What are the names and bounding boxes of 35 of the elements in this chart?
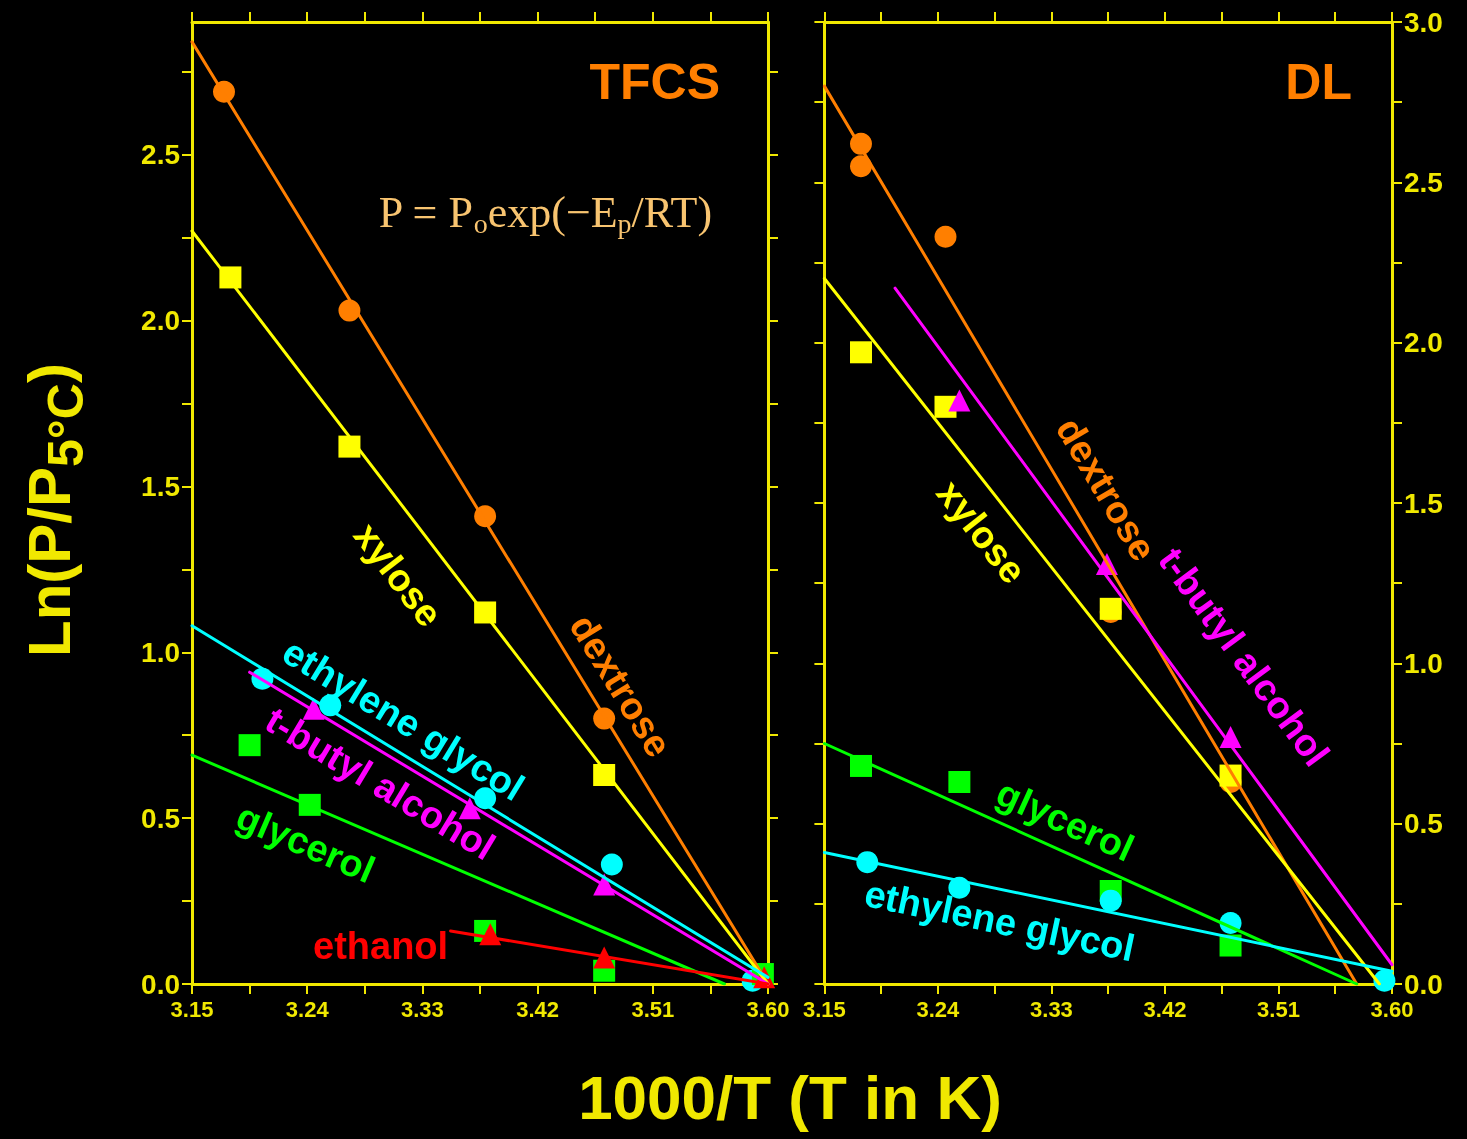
y-tick-label: 0.5 xyxy=(141,802,180,834)
x-axis-title: 1000/T (T in K) xyxy=(577,1062,1003,1134)
point xyxy=(238,734,261,757)
y-tick-label: 2.5 xyxy=(141,139,180,171)
x-tick-label: 3.24 xyxy=(285,996,330,1022)
point xyxy=(934,225,957,248)
y-tick-label: 1.0 xyxy=(141,636,180,668)
y-tick-label: 1.0 xyxy=(1404,647,1443,679)
point xyxy=(948,389,971,412)
y-tick-label: 0.5 xyxy=(1404,808,1443,840)
x-tick-label: 3.42 xyxy=(1143,996,1187,1022)
x-tick-label: 3.33 xyxy=(400,996,444,1022)
x-tick-label: 3.42 xyxy=(516,996,560,1022)
x-tick-label: 3.33 xyxy=(1030,996,1073,1022)
text: ethylene glycol xyxy=(861,872,1139,970)
x-tick-label: 3.24 xyxy=(916,996,961,1022)
y-tick-label: 2.0 xyxy=(141,305,180,337)
x-tick-label: 3.60 xyxy=(746,996,790,1022)
text: DL xyxy=(1285,54,1353,110)
y-tick-label: 1.5 xyxy=(1404,487,1443,519)
point xyxy=(948,770,971,793)
point xyxy=(600,853,623,876)
y-tick-label: 2.5 xyxy=(1404,166,1443,198)
point xyxy=(1099,597,1122,620)
x-tick-label: 3.51 xyxy=(631,996,675,1022)
point xyxy=(1099,889,1122,912)
y-tick-label: 2.0 xyxy=(1404,327,1443,359)
series-label: ethanol xyxy=(313,924,449,967)
x-tick-label: 3.15 xyxy=(803,996,846,1022)
point xyxy=(849,341,872,364)
y-tick-label: 1.5 xyxy=(141,470,180,502)
text: TFCS xyxy=(589,54,720,110)
point xyxy=(850,155,872,178)
x-tick-label: 3.51 xyxy=(1257,996,1300,1022)
y-tick-label: 3.0 xyxy=(1404,6,1443,38)
